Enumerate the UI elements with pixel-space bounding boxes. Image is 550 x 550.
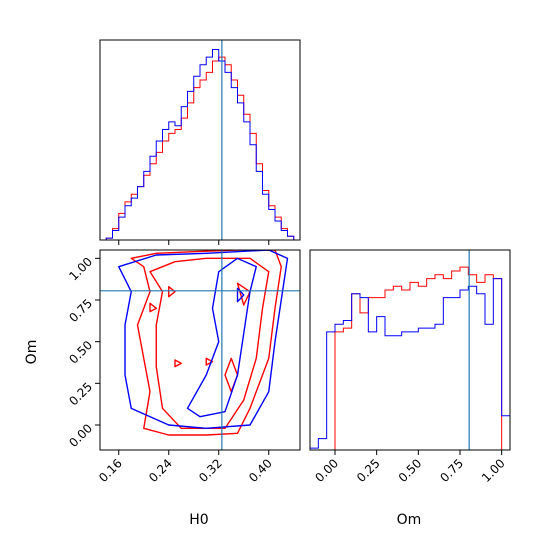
- scatter-ytick-label-4: 1.00: [66, 255, 95, 284]
- y-axis-label-om: Om: [24, 340, 40, 365]
- x-axis-label-h0: H0: [189, 512, 208, 528]
- x-axis-label-om: Om: [397, 512, 422, 528]
- h0-hist-frame: [99, 39, 301, 241]
- om-histogram-panel: 0.00 0.25 0.50 0.75 1.00: [309, 249, 511, 485]
- om-hist-xtick-label-3: 0.75: [437, 456, 466, 485]
- contour-group: [118, 250, 289, 436]
- om-hist-xtick-label-2: 0.50: [396, 456, 425, 485]
- om-hist-blue-series: [309, 278, 511, 450]
- om-hist-red-series: [310, 266, 510, 451]
- h0-histogram-panel: [99, 39, 301, 245]
- om-hist-xtick-label-4: 1.00: [479, 456, 508, 485]
- scatter-frame: [99, 249, 301, 451]
- om-hist-xtick-label-0: 0.00: [312, 456, 341, 485]
- blue-contour-2: [236, 287, 245, 303]
- om-hist-frame: [309, 249, 511, 451]
- red-contour-7: [236, 282, 251, 306]
- h0-hist-blue-series: [100, 49, 300, 241]
- scatter-ytick-label-2: 0.50: [66, 338, 95, 367]
- scatter-xtick-label-0: 0.16: [96, 456, 125, 485]
- blue-contour-0: [118, 250, 289, 430]
- scatter-xtick-label-1: 0.24: [146, 456, 175, 485]
- red-contour-0: [130, 250, 282, 436]
- red-contour-2: [224, 357, 239, 393]
- scatter-ytick-label-0: 0.00: [66, 421, 95, 450]
- scatter-ytick-label-1: 0.25: [66, 380, 95, 409]
- red-contour-3: [168, 285, 176, 298]
- scatter-xtick-label-3: 0.40: [246, 456, 275, 485]
- scatter-xtick-label-2: 0.32: [196, 456, 225, 485]
- blue-contour-1: [186, 257, 257, 418]
- red-contour-1: [149, 257, 270, 430]
- red-contour-4: [149, 302, 157, 313]
- red-contour-5: [174, 359, 182, 368]
- scatter-ytick-label-3: 0.75: [66, 296, 95, 325]
- h0-om-contour-panel: 0.16 0.24 0.32 0.40 0.00 0.25 0.50 0.75 1.00: [66, 249, 301, 485]
- red-contour-6: [205, 357, 214, 366]
- h0-hist-red-series: [100, 56, 300, 241]
- om-hist-xtick-label-1: 0.25: [354, 456, 383, 485]
